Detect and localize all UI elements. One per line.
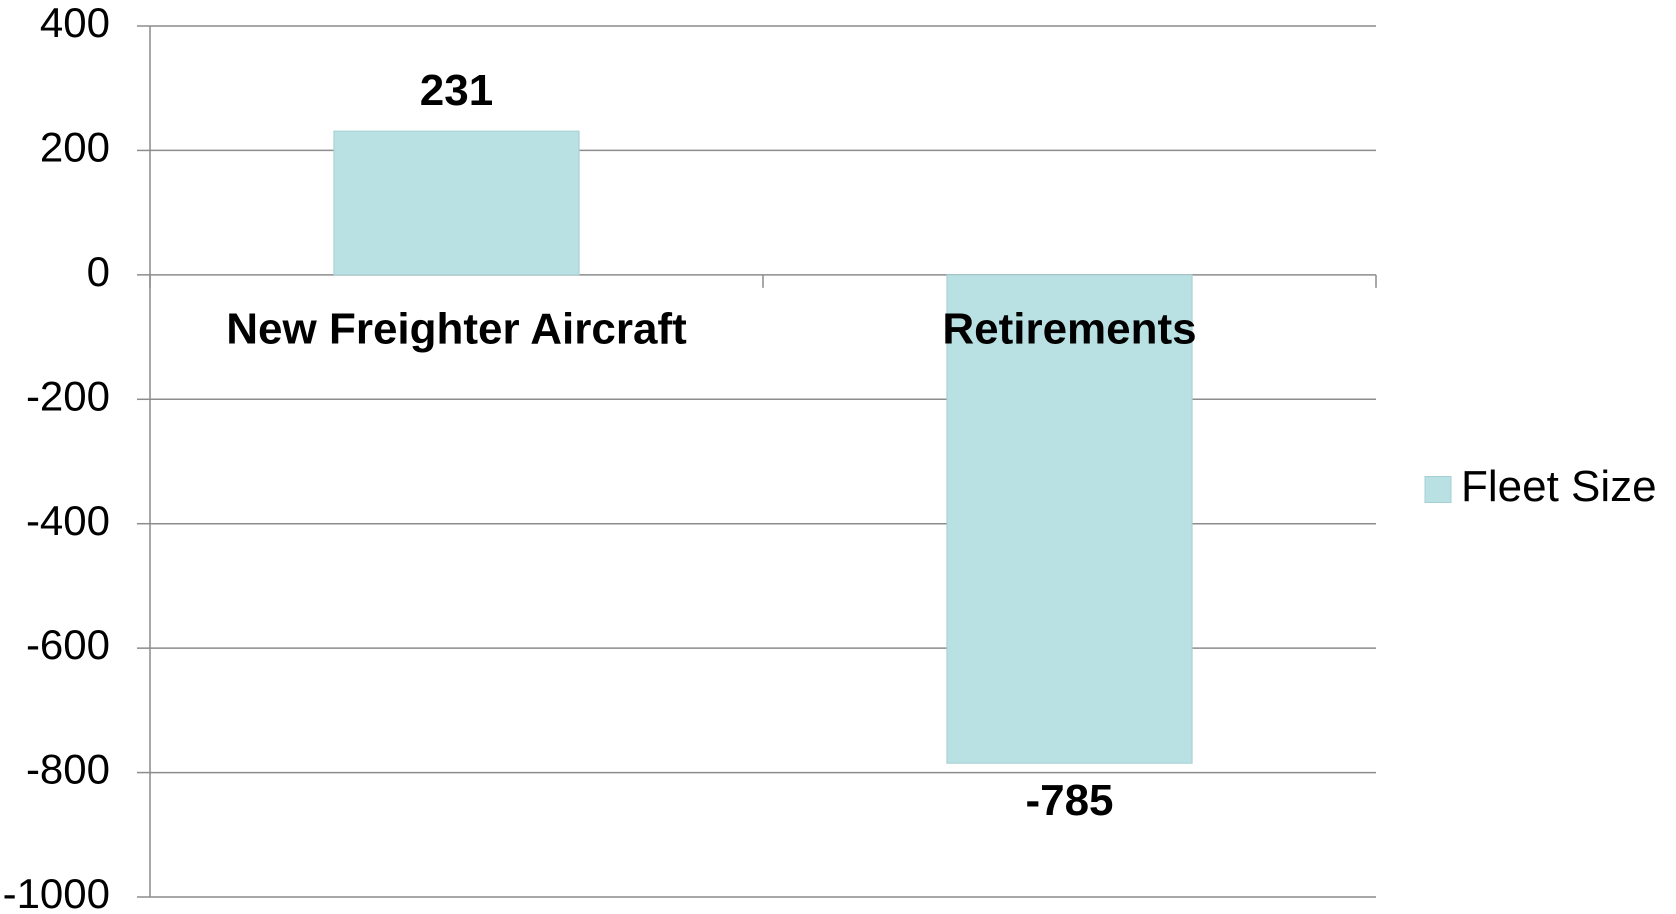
x-tick-label: New Freighter Aircraft: [226, 304, 687, 353]
y-tick-label: -200: [26, 372, 110, 419]
legend-label: Fleet Size: [1461, 462, 1657, 511]
bar: [333, 130, 580, 276]
y-tick-label: 0: [87, 248, 110, 295]
y-tick-label: -1000: [3, 870, 110, 914]
data-label: -785: [1025, 776, 1113, 825]
legend-swatch: [1424, 476, 1452, 503]
data-label: 231: [420, 66, 493, 115]
y-tick-label: 400: [40, 0, 110, 46]
y-tick-label: -800: [26, 746, 110, 793]
y-tick-label: -400: [26, 497, 110, 544]
bar: [946, 274, 1193, 764]
y-tick-label: 200: [40, 124, 110, 171]
x-tick-label: Retirements: [942, 304, 1196, 353]
y-tick-label: -600: [26, 621, 110, 668]
